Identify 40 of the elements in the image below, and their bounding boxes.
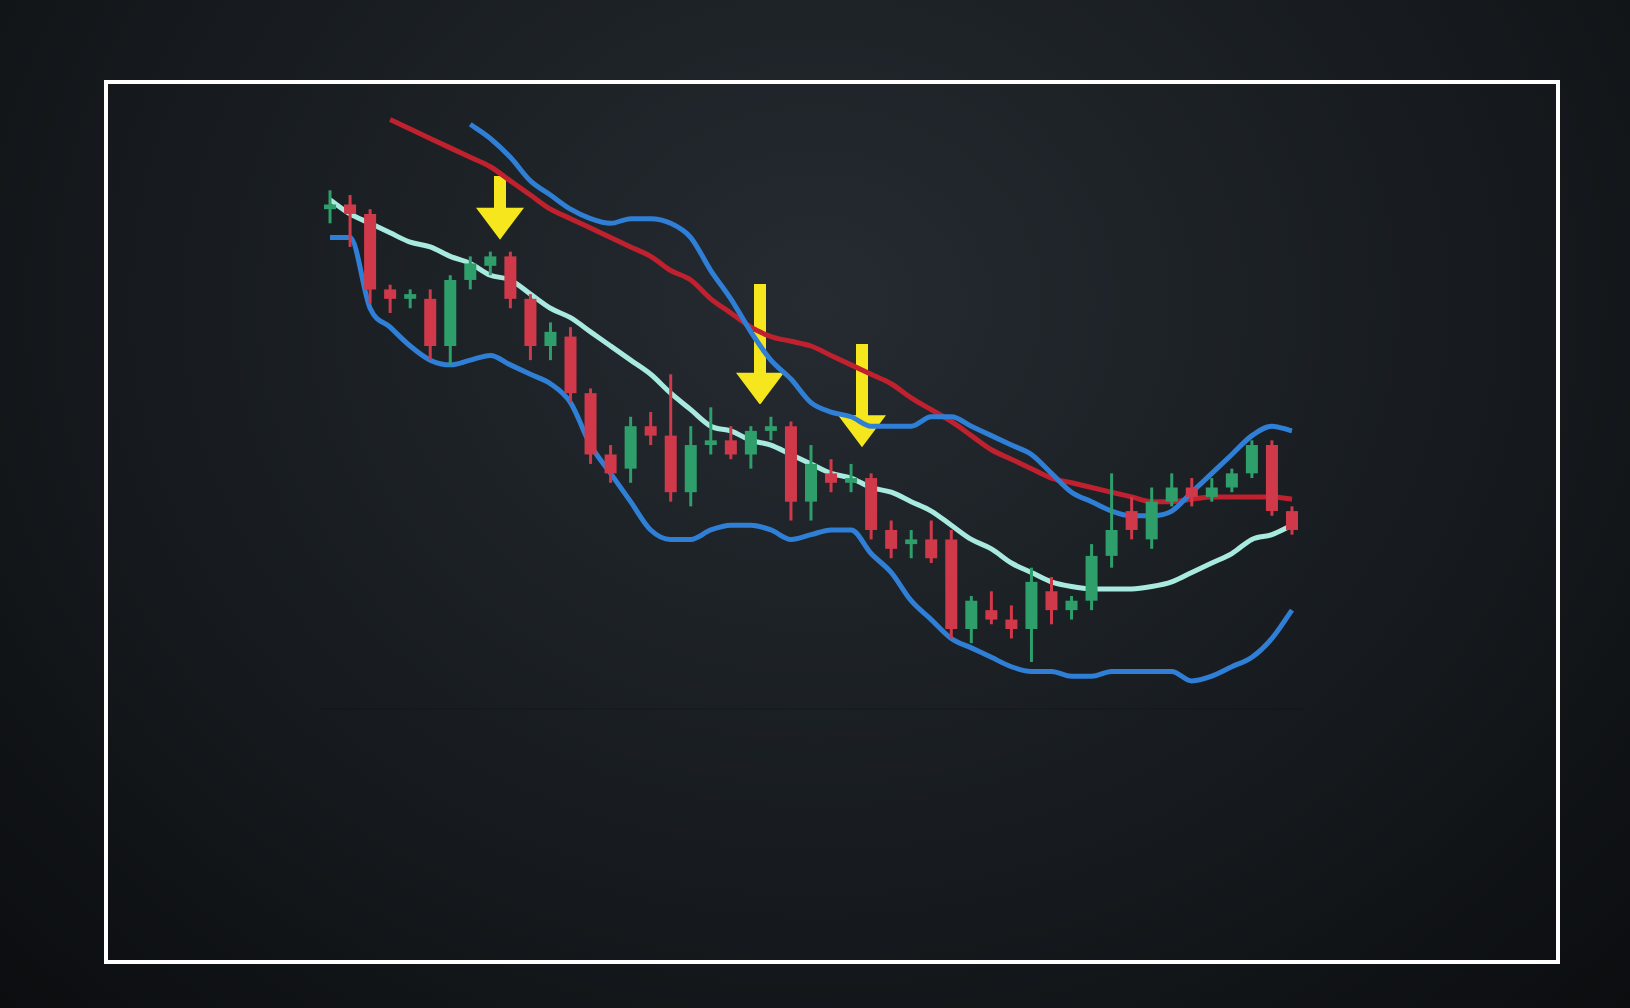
candlestick (544, 320, 557, 362)
candlestick (644, 410, 657, 447)
candlestick (404, 287, 417, 310)
candlestick (684, 424, 697, 508)
candlestick (1045, 575, 1058, 626)
candlestick (825, 457, 838, 494)
candlestick (604, 443, 617, 485)
candlestick (1245, 438, 1258, 480)
candlestick (424, 287, 437, 362)
candlestick (804, 443, 818, 523)
candlestick (1145, 486, 1158, 551)
candlestick (1005, 603, 1018, 640)
candlestick (845, 462, 858, 494)
candlestick (744, 424, 757, 471)
candlestick (624, 415, 637, 485)
candlestick (324, 188, 337, 225)
candlestick (925, 519, 938, 565)
candlestick (464, 254, 477, 291)
candlestick (704, 405, 717, 456)
candlestick (724, 424, 737, 461)
candlestick (985, 589, 998, 626)
candlestick (1205, 476, 1218, 504)
candlestick (384, 283, 397, 315)
candlestick (484, 250, 497, 277)
candlestick (965, 594, 978, 645)
candlestick (1065, 594, 1078, 622)
candlestick (1085, 542, 1098, 612)
candlestick (1185, 476, 1198, 508)
candlestick (1025, 566, 1038, 664)
candlestick (1105, 471, 1118, 570)
candlestick (1125, 495, 1138, 541)
candlestick (1165, 471, 1178, 508)
candlestick (504, 250, 517, 310)
candlestick (764, 415, 777, 442)
candlestick (885, 519, 898, 560)
candlestick (905, 528, 918, 560)
candlestick (1285, 504, 1298, 537)
candlestick (344, 193, 357, 249)
candlestick (524, 292, 537, 362)
candlestick (1225, 467, 1238, 494)
